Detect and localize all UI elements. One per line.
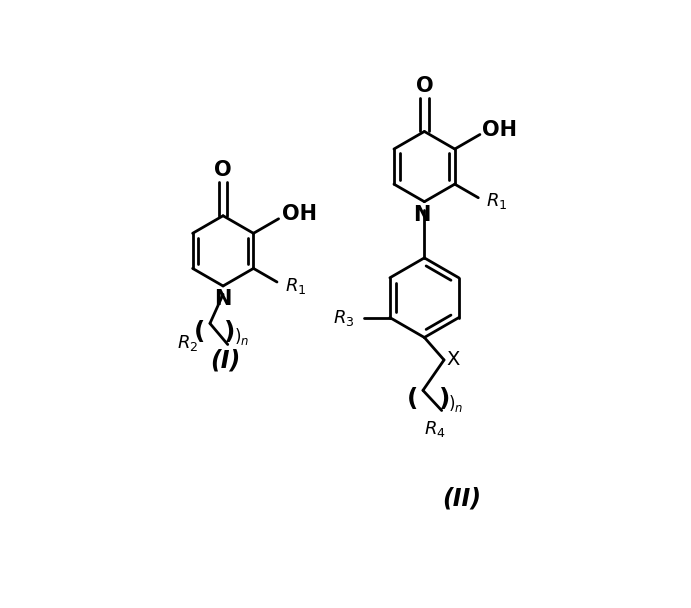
Text: $)_n$: $)_n$ bbox=[448, 393, 464, 414]
Text: ): ) bbox=[225, 320, 236, 344]
Text: N: N bbox=[413, 205, 430, 225]
Text: $)_n$: $)_n$ bbox=[234, 326, 249, 347]
Text: (: ( bbox=[407, 387, 418, 411]
Text: $R_1$: $R_1$ bbox=[285, 276, 306, 295]
Text: $R_2$: $R_2$ bbox=[177, 333, 198, 353]
Text: O: O bbox=[214, 161, 232, 181]
Text: ): ) bbox=[439, 387, 451, 411]
Text: (: ( bbox=[194, 320, 205, 344]
Text: $R_1$: $R_1$ bbox=[486, 192, 508, 212]
Text: OH: OH bbox=[482, 120, 517, 140]
Text: $R_4$: $R_4$ bbox=[424, 420, 446, 439]
Text: (II): (II) bbox=[442, 487, 482, 511]
Text: OH: OH bbox=[282, 204, 317, 224]
Text: N: N bbox=[214, 289, 231, 309]
Text: O: O bbox=[415, 76, 433, 96]
Text: $R_3$: $R_3$ bbox=[333, 308, 354, 328]
Text: X: X bbox=[446, 350, 460, 370]
Text: (I): (I) bbox=[210, 349, 240, 373]
